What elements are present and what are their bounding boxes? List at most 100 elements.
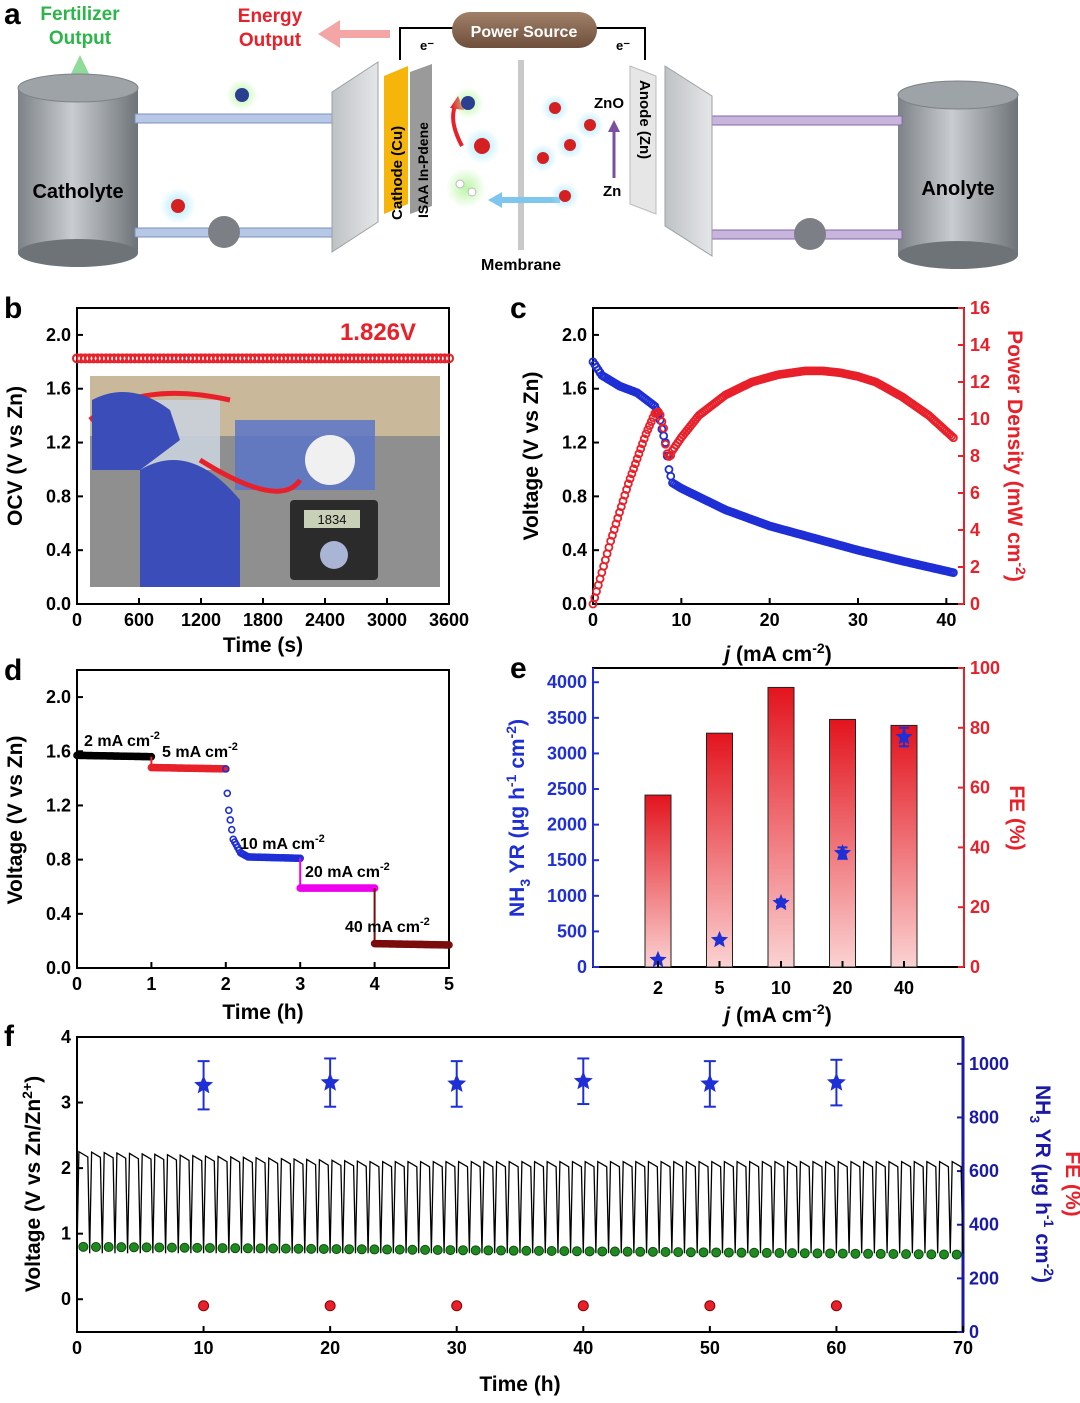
electron-right-label: e⁻ <box>616 38 630 53</box>
discharge-point <box>774 1248 785 1259</box>
y-b-tick-label: 1.2 <box>46 433 71 453</box>
y-b-tick-label: 1.6 <box>46 379 71 399</box>
x-f-tick-label: 30 <box>447 1338 467 1358</box>
y-right-e-tick-label: 40 <box>970 837 990 857</box>
y-b-tick-label: 0.4 <box>46 540 71 560</box>
power-density-point <box>661 439 670 449</box>
y-left-e-tick-label: 1500 <box>547 850 587 870</box>
panel-b: b 0.0 0.4 0.8 1.2 1.6 2.0 0 600 1200 1800 2400 300… <box>4 292 469 657</box>
y-left-f-tick-label: 4 <box>61 1027 71 1047</box>
fe-bar <box>644 794 672 968</box>
y-axis-label-b: OCV (V vs Zn) <box>4 386 27 526</box>
anode-end-plate <box>664 65 713 257</box>
y-axis-right-e: 0 20 40 60 80 100 <box>958 658 1000 977</box>
y-right-f-tick-label: 600 <box>969 1161 999 1181</box>
discharge-point <box>508 1245 519 1256</box>
x-f-tick-label: 40 <box>573 1338 593 1358</box>
photo-glove-right <box>140 460 240 587</box>
y-axis-right-label-f-b: YR (μg h <box>1031 1123 1054 1215</box>
x-e-tick-label: 40 <box>894 978 914 998</box>
panel-label-f: f <box>4 1020 15 1053</box>
catholyte-tank <box>18 88 138 253</box>
y-left-c-tick-label: 0.0 <box>562 594 587 614</box>
nh3-molecule <box>235 88 249 102</box>
catalyst-label: ISAA In-Pdene <box>415 122 431 218</box>
discharge-point <box>445 1245 456 1256</box>
y-axis-right-c: 0 2 4 6 8 10 12 14 16 <box>958 298 990 614</box>
x-b-tick-label: 600 <box>124 610 154 630</box>
discharge-point <box>458 1245 469 1256</box>
anolyte-pipe-top <box>709 115 903 126</box>
y-right-e-tick-label: 20 <box>970 897 990 917</box>
y-axis-right-label-e: FE (%) <box>1005 785 1028 850</box>
x-b-tick-label: 3000 <box>367 610 407 630</box>
discharge-point <box>698 1247 709 1258</box>
discharge-points <box>78 1241 962 1260</box>
y-right-c-tick-label: 4 <box>970 520 980 540</box>
membrane-label: Membrane <box>481 257 561 274</box>
y-axis-right-label-f-d: ) <box>1031 1276 1054 1283</box>
y-d-tick-label: 0.8 <box>46 850 71 870</box>
x-c-tick-label: 10 <box>671 610 691 630</box>
series-ocv <box>72 353 454 364</box>
power-density-point <box>634 449 644 459</box>
voltage-step-point <box>223 789 232 798</box>
y-d-tick-label: 1.2 <box>46 795 71 815</box>
y-axis-left-label-e-sup1: -1 <box>503 774 519 787</box>
y-d-tick-label: 0.4 <box>46 904 71 924</box>
y-right-c-tick-label: 10 <box>970 409 990 429</box>
zn-to-zno-arrowhead <box>608 120 620 132</box>
zn-label: Zn <box>603 183 621 200</box>
y-left-f-tick-label: 3 <box>61 1093 71 1113</box>
power-density-point <box>631 459 640 469</box>
y-axis-left-label-e-a: NH <box>506 887 529 917</box>
discharge-point <box>78 1241 89 1252</box>
fe-point <box>198 1300 210 1312</box>
voltage-point <box>949 568 958 578</box>
discharge-point <box>268 1243 279 1254</box>
fertilizer-output-label-2: Output <box>49 28 112 49</box>
discharge-point <box>407 1244 418 1255</box>
y-d-tick-label: 0.0 <box>46 958 71 978</box>
panel-label-a: a <box>4 0 21 31</box>
x-axis-label-b: Time (s) <box>223 634 303 657</box>
y-axis-left-label-e-sup2: -2 <box>503 726 519 739</box>
voltage-step-point <box>445 941 453 949</box>
y-axis-left-label-e-c: cm <box>506 738 529 774</box>
x-b-tick-label: 2400 <box>305 610 345 630</box>
catholyte-pump <box>208 216 240 248</box>
discharge-point <box>875 1248 886 1259</box>
discharge-point <box>685 1247 696 1258</box>
discharge-point <box>356 1244 367 1255</box>
zno-label: ZnO <box>594 95 624 112</box>
x-b-tick-label: 1200 <box>181 610 221 630</box>
y-axis-right-label-f-fe: FE (%) <box>1061 1151 1080 1216</box>
power-density-point <box>636 444 646 454</box>
oh-molecule <box>549 102 561 114</box>
y-right-e-tick-label: 0 <box>970 957 980 977</box>
power-density-point <box>947 431 957 441</box>
discharge-point <box>913 1249 924 1260</box>
x-f-tick-label: 50 <box>700 1338 720 1358</box>
catholyte-pipe-top <box>134 113 336 124</box>
x-c-tick-label: 30 <box>848 610 868 630</box>
cathode-end-plate <box>331 61 379 253</box>
discharge-point <box>306 1243 317 1254</box>
panel-label-b: b <box>4 292 22 325</box>
y-left-e-tick-label: 500 <box>557 921 587 941</box>
discharge-point <box>217 1243 228 1254</box>
y-right-f-tick-label: 1000 <box>969 1054 1009 1074</box>
x-b-tick-label: 3600 <box>429 610 469 630</box>
discharge-point <box>420 1244 431 1255</box>
discharge-point <box>90 1241 101 1252</box>
voltage-point <box>655 415 665 425</box>
x-axis-d: 0 1 2 3 4 5 <box>72 962 454 994</box>
yield-star <box>826 1072 846 1091</box>
voltage-step-point <box>227 825 236 834</box>
power-density-point <box>623 479 633 489</box>
membrane-sheet <box>518 60 524 250</box>
anolyte-tank-top <box>897 80 1019 110</box>
discharge-point <box>331 1244 342 1255</box>
discharge-point <box>837 1248 848 1259</box>
yield-star <box>320 1072 340 1091</box>
